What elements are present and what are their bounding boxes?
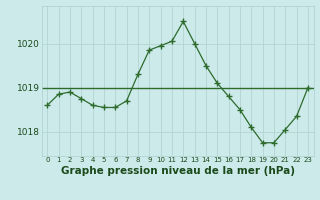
X-axis label: Graphe pression niveau de la mer (hPa): Graphe pression niveau de la mer (hPa): [60, 166, 295, 176]
